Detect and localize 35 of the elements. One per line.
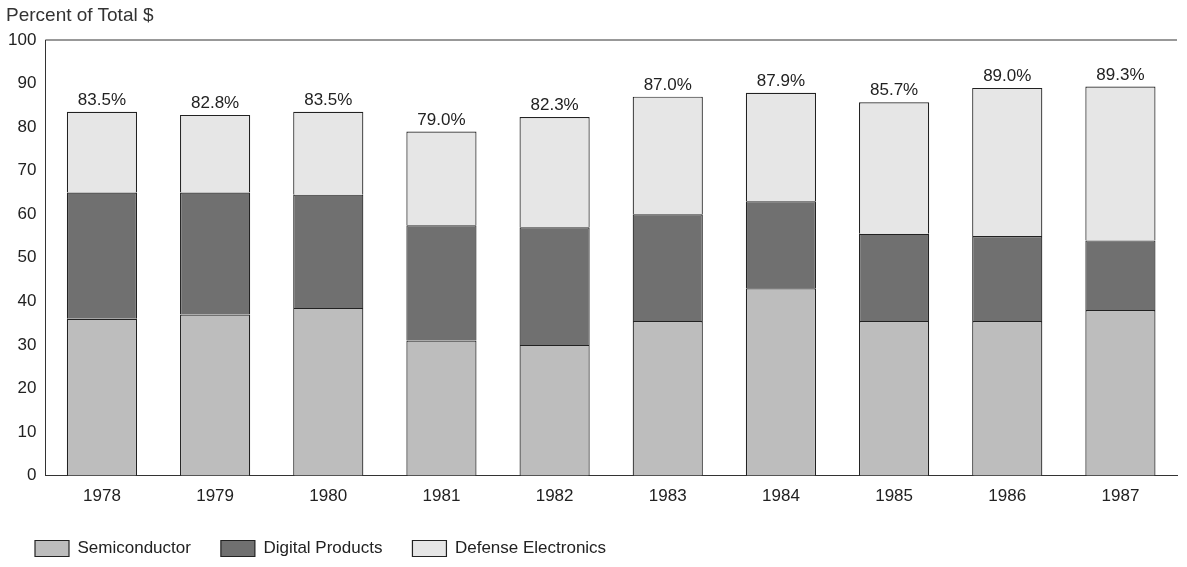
x-tick-label: 1986: [988, 486, 1027, 506]
x-tick-label: 1985: [875, 486, 914, 506]
y-tick-label: 0: [26, 465, 37, 485]
x-tick-label: 1983: [648, 486, 687, 506]
total-label: 83.5%: [304, 90, 353, 110]
legend-label: Defense Electronics: [454, 538, 607, 558]
y-tick-label: 100: [7, 29, 37, 49]
y-tick-label: 80: [17, 116, 37, 136]
x-tick-label: 1980: [309, 486, 348, 506]
total-label: 82.3%: [530, 95, 579, 115]
x-tick-label: 1987: [1101, 486, 1140, 506]
x-tick-label: 1982: [535, 486, 574, 506]
x-tick-label: 1979: [196, 486, 235, 506]
total-label: 87.9%: [756, 70, 806, 90]
y-tick-label: 50: [17, 247, 37, 267]
x-tick-label: 1978: [83, 486, 121, 506]
x-tick-label: 1984: [762, 486, 800, 506]
y-tick-label: 90: [17, 73, 37, 93]
y-axis-title: Percent of Total $: [6, 4, 154, 26]
y-tick-label: 20: [17, 378, 37, 398]
y-tick-label: 60: [17, 203, 37, 223]
total-label: 79.0%: [417, 109, 466, 129]
total-label: 82.8%: [191, 93, 240, 113]
legend-label: Semiconductor: [77, 538, 192, 558]
y-tick-label: 70: [17, 160, 37, 180]
total-label: 89.3%: [1096, 64, 1145, 84]
total-label: 85.7%: [869, 80, 919, 100]
y-tick-label: 30: [17, 334, 37, 354]
y-tick-label: 40: [17, 291, 37, 311]
y-tick-label: 10: [17, 421, 37, 441]
x-tick-label: 1981: [422, 486, 461, 506]
total-label: 87.0%: [643, 74, 692, 94]
total-label: 89.0%: [983, 66, 1032, 86]
total-label: 83.5%: [77, 90, 127, 110]
legend-label: Digital Products: [263, 538, 383, 558]
